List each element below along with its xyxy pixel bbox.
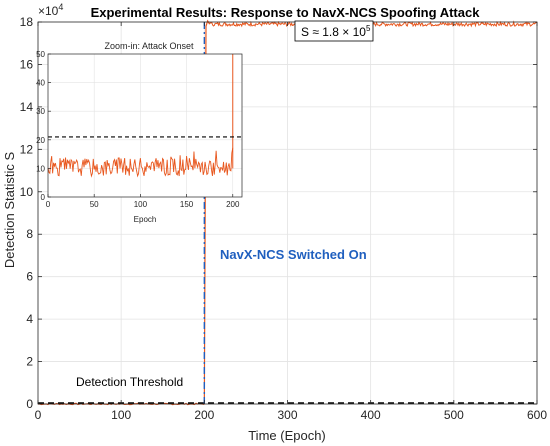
x-tick-label: 300: [277, 408, 297, 422]
inset-series-line: [47, 147, 234, 178]
y-tick-label: 18: [20, 15, 34, 29]
inset-y-tick-label: 20: [36, 136, 45, 145]
y-exponent-power: 4: [58, 2, 63, 12]
y-tick-label: 0: [26, 397, 33, 411]
inset-x-tick-label: 200: [226, 200, 240, 209]
inset-title: Zoom-in: Attack Onset: [104, 41, 194, 51]
series-post-attack: [210, 20, 538, 28]
value-callout-text: S ≈ 1.8 × 105: [301, 24, 371, 39]
y-tick-label: 4: [26, 312, 33, 326]
y-exponent-label: ×104: [38, 2, 63, 18]
inset-y-tick-label: 50: [36, 50, 45, 59]
inset-background: [48, 54, 242, 197]
inset-x-tick-label: 50: [90, 200, 99, 209]
x-tick-label: 100: [111, 408, 131, 422]
y-exponent-base: ×10: [38, 4, 59, 18]
x-tick-label: 0: [35, 408, 42, 422]
y-tick-label: 12: [20, 142, 34, 156]
inset-x-tick-label: 0: [46, 200, 51, 209]
inset-y-tick-label: 30: [36, 107, 45, 116]
x-tick-label: 200: [194, 408, 214, 422]
value-callout-box: [294, 20, 374, 42]
x-axis-label: Time (Epoch): [248, 428, 326, 443]
inset-axes-box: [47, 53, 243, 198]
inset-x-label: Epoch: [134, 215, 157, 224]
chart-title: Experimental Results: Response to NavX-N…: [91, 5, 481, 20]
zoom-inset: 0 50 100 150 200 0 10 20 30 40 50 Zoom-in: Attack …: [36, 41, 243, 224]
y-axis-label: Detection Statistic S: [2, 152, 17, 269]
y-tick-label: 10: [20, 185, 34, 199]
inset-ticks: 0 50 100 150 200 0 10 20 30 40 50: [36, 50, 240, 209]
inset-x-tick-label: 150: [180, 200, 194, 209]
value-callout-power: 5: [366, 24, 371, 33]
switch-on-annotation: NavX-NCS Switched On: [220, 247, 367, 262]
y-tick-label: 14: [20, 100, 34, 114]
inset-y-tick-label: 0: [41, 193, 46, 202]
y-tick-label: 2: [26, 355, 33, 369]
inset-series: [47, 54, 242, 178]
value-callout: S ≈ 1.8 × 105: [294, 20, 374, 42]
threshold-annotation: Detection Threshold: [76, 375, 183, 389]
value-callout-base: S ≈ 1.8 × 10: [301, 25, 366, 39]
inset-y-tick-label: 10: [36, 164, 45, 173]
inset-frame: [47, 53, 243, 198]
inset-x-tick-label: 100: [134, 200, 148, 209]
x-tick-label: 600: [527, 408, 547, 422]
y-tick-label: 8: [26, 227, 33, 241]
y-tick-label: 16: [20, 57, 34, 71]
inset-y-tick-label: 40: [36, 79, 45, 88]
x-tick-label: 500: [444, 408, 464, 422]
x-tick-label: 400: [361, 408, 381, 422]
y-tick-label: 6: [26, 270, 33, 284]
